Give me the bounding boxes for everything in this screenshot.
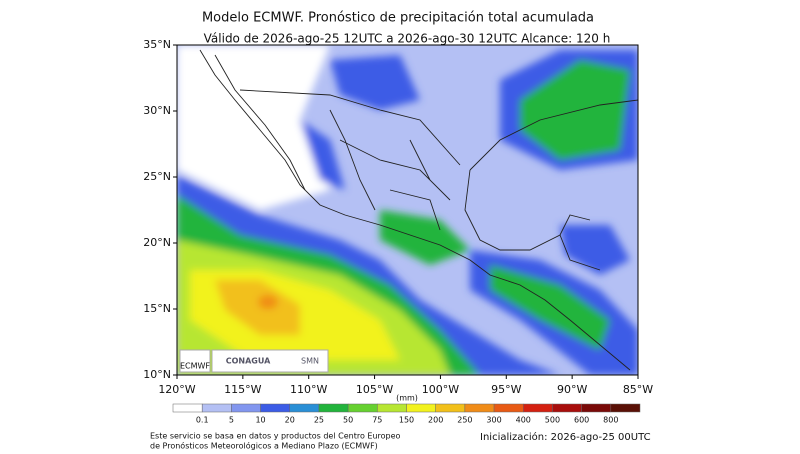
colorbar-swatch [172,403,203,413]
logo-conagua-smn [211,349,329,373]
colorbar-swatch [464,403,495,413]
logo-ecmwf [179,349,211,373]
colorbar-swatch [231,403,261,413]
colorbar-label: 5 [229,416,234,425]
colorbar-label: 10 [255,416,265,425]
logo-text: CONAGUA [226,357,271,366]
colorbar-label: 20 [285,416,295,425]
map-frame [176,44,639,376]
colorbar-label: 500 [545,416,560,425]
colorbar-label: 200 [428,416,443,425]
lat-label: 35°N [143,38,171,51]
colorbar-label: 0.1 [196,416,209,425]
colorbar-swatch [318,403,349,413]
colorbar-label: 75 [372,416,382,425]
lon-label: 100°W [422,383,459,396]
colorbar-swatch [201,403,232,413]
colorbar-swatch [377,403,407,413]
lat-label: 10°N [143,368,171,381]
lon-label: 120°W [158,383,195,396]
colorbar-label: 600 [574,416,589,425]
footer-note: de Pronósticos Meteorológicos a Mediano … [150,441,378,451]
colorbar-swatch [347,403,378,413]
lon-label: 110°W [290,383,327,396]
colorbar-swatch [493,403,524,413]
colorbar-swatch [523,403,553,413]
colorbar-label: 300 [486,416,501,425]
colorbar-label: 800 [603,416,618,425]
lon-label: 95°W [491,383,521,396]
lon-label: 90°W [557,383,587,396]
colorbar-swatch [552,403,582,413]
lat-label: 25°N [143,170,171,183]
colorbar-label: 150 [399,416,414,425]
colorbar-label: 250 [457,416,472,425]
lat-label: 15°N [143,302,171,315]
lat-label: 30°N [143,104,171,117]
footer-note: Este servicio se basa en datos y product… [150,432,401,441]
colorbar-swatch [610,403,641,413]
title: Modelo ECMWF. Pronóstico de precipitació… [202,11,594,26]
lat-label: 20°N [143,236,171,249]
colorbar-label: 50 [343,416,353,425]
logo-text: SMN [301,357,319,366]
colorbar-label: 25 [314,416,324,425]
colorbar-swatch [581,403,612,413]
lon-label: 85°W [623,383,653,396]
logo-text: ECMWF [180,362,210,371]
colorbar-label: 400 [516,416,531,425]
colorbar-swatch [406,403,436,413]
colorbar-swatch [289,403,320,413]
colorbar-swatch [435,403,466,413]
init-time: Inicialización: 2026-ago-25 00UTC [480,431,651,443]
subtitle: Válido de 2026-ago-25 12UTC a 2026-ago-3… [204,32,611,46]
colorbar-unit: (mm) [396,394,418,403]
lon-label: 105°W [356,383,393,396]
precipitation-field: ECMWF CONAGUA SMN [177,45,638,375]
colorbar-swatch [260,403,290,413]
lon-label: 115°W [224,383,261,396]
